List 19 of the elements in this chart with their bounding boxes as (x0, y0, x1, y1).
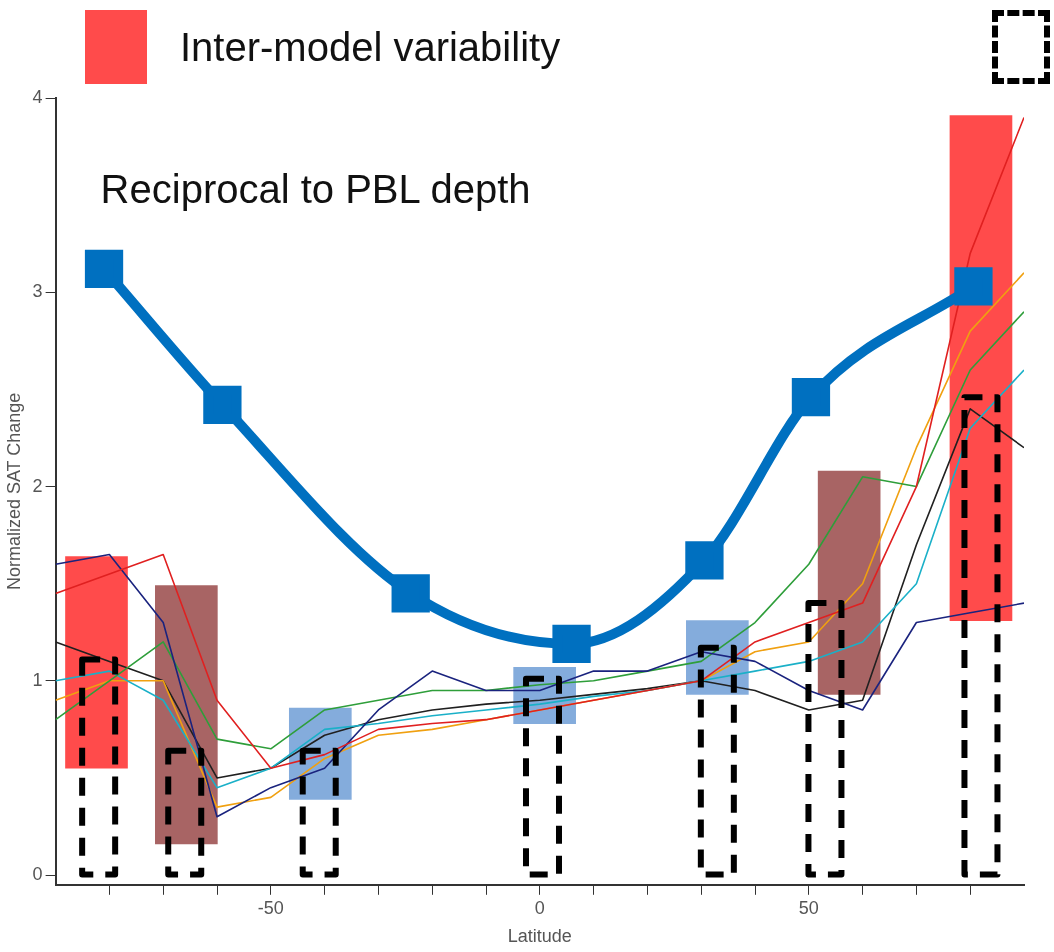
legend-label: Inter-model variability (180, 24, 561, 70)
y-tick-label: 4 (32, 86, 43, 107)
y-tick-label: 2 (32, 475, 43, 496)
point (791, 378, 831, 417)
y-tick-label: 0 (32, 864, 43, 885)
point (84, 249, 124, 289)
y-tick-label: 1 (32, 669, 43, 690)
point (203, 385, 242, 425)
y-tick-label: 3 (32, 281, 43, 302)
x-tick-label: 0 (534, 897, 545, 918)
point (552, 624, 591, 664)
point (685, 541, 724, 580)
y-axis-title: Normalized SAT Change (3, 392, 24, 591)
point (391, 574, 430, 613)
annotation: Reciprocal to PBL depth (100, 167, 531, 211)
point (954, 267, 993, 306)
x-axis-title: Latitude (507, 926, 572, 947)
x-tick-label: -50 (257, 897, 284, 918)
x-tick-label: 50 (798, 897, 819, 918)
